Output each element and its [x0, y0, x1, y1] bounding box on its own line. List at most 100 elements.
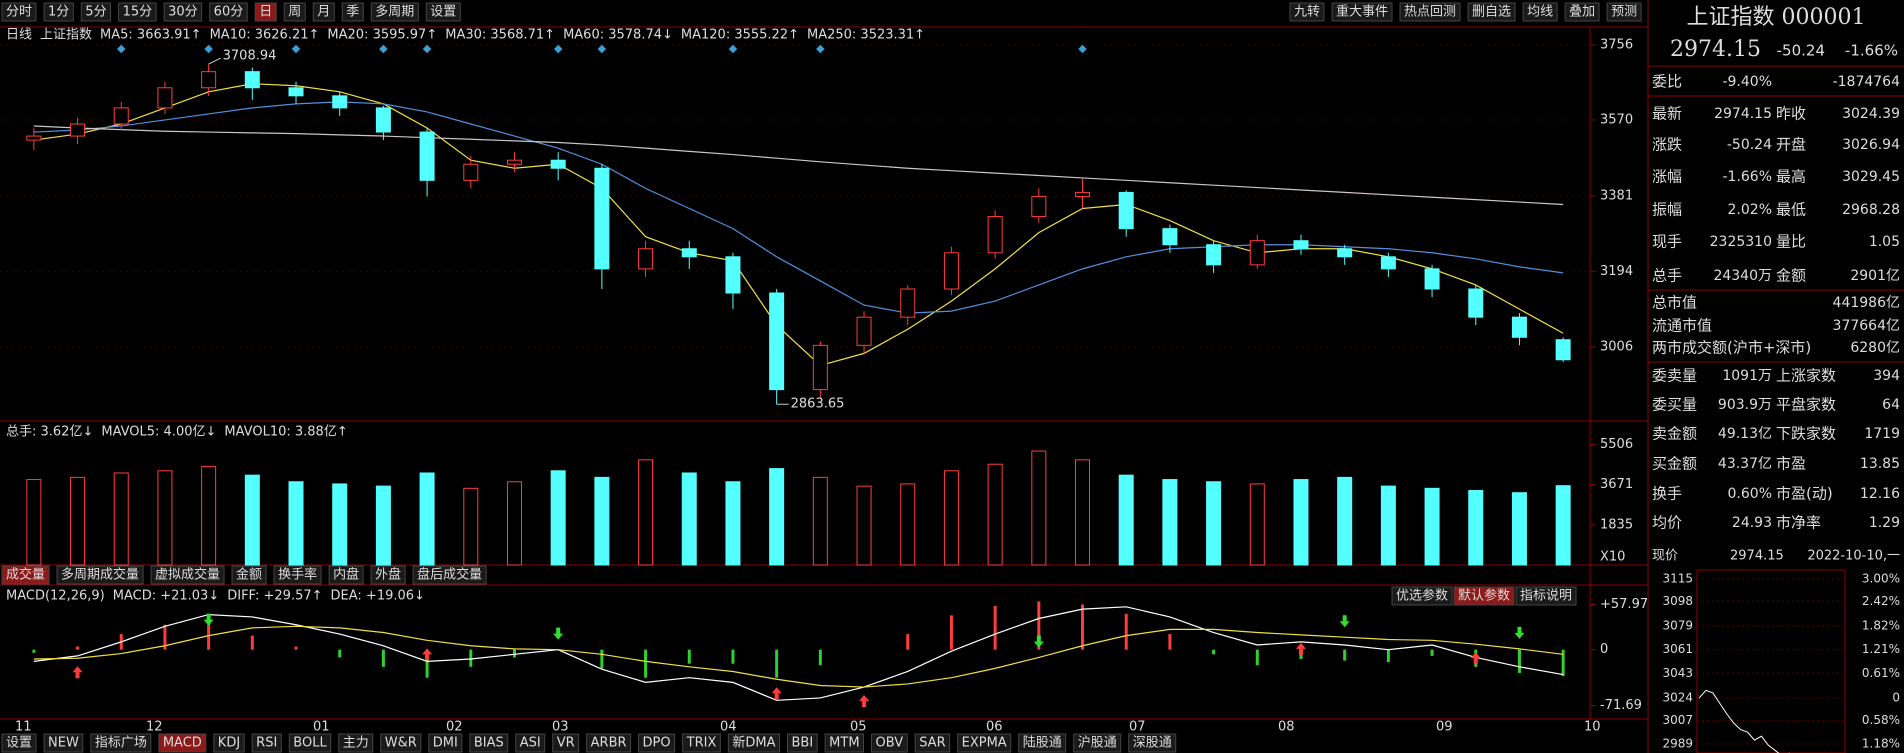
- indicator-tab[interactable]: BOLL: [293, 736, 327, 751]
- indicator-tab-bg[interactable]: [586, 733, 632, 753]
- tab-bg[interactable]: [370, 565, 406, 585]
- tab-bg[interactable]: [328, 565, 364, 585]
- indicator-tab[interactable]: SAR: [919, 736, 945, 751]
- indicator-tab-bg[interactable]: [638, 733, 676, 753]
- indicator-tab[interactable]: DPO: [643, 736, 671, 751]
- toolbar-button-bg[interactable]: [1522, 2, 1558, 22]
- indicator-tab[interactable]: 深股通: [1133, 736, 1172, 751]
- toolbar-button[interactable]: 多周期: [375, 4, 414, 20]
- tab-bg[interactable]: [231, 565, 267, 585]
- toolbar-button[interactable]: 均线: [1527, 5, 1553, 20]
- indicator-tab[interactable]: KDJ: [218, 736, 240, 751]
- indicator-tab-bg[interactable]: [1018, 733, 1067, 753]
- tab-bg[interactable]: [273, 565, 322, 585]
- indicator-button[interactable]: 优选参数: [1396, 588, 1448, 604]
- toolbar-button-bg[interactable]: [209, 2, 248, 22]
- toolbar-button-bg[interactable]: [312, 2, 335, 22]
- indicator-tab-bg[interactable]: [158, 733, 207, 753]
- indicator-tab-bg[interactable]: [43, 733, 84, 753]
- indicator-tab-bg[interactable]: [213, 733, 245, 753]
- indicator-tab-bg[interactable]: [552, 733, 580, 753]
- tab-bg[interactable]: [150, 565, 225, 585]
- tab[interactable]: 外盘: [375, 567, 401, 583]
- toolbar-button-bg[interactable]: [163, 2, 203, 22]
- indicator-tab-bg[interactable]: [428, 733, 463, 753]
- toolbar-button[interactable]: 预测: [1611, 5, 1637, 20]
- indicator-button-bg[interactable]: [1391, 586, 1453, 606]
- tab[interactable]: 换手率: [278, 567, 317, 583]
- toolbar-button-bg[interactable]: [1399, 2, 1461, 22]
- toolbar-button-bg[interactable]: [1331, 2, 1393, 22]
- indicator-tab-bg[interactable]: [251, 733, 282, 753]
- toolbar-button[interactable]: 60分: [214, 5, 244, 20]
- toolbar-button[interactable]: 热点回测: [1404, 5, 1456, 20]
- indicator-tab-bg[interactable]: [1, 733, 37, 753]
- indicator-tab[interactable]: 新DMA: [732, 735, 775, 751]
- indicator-tab[interactable]: ARBR: [591, 736, 627, 751]
- indicator-tab-bg[interactable]: [727, 733, 780, 753]
- toolbar-button[interactable]: 季: [346, 5, 359, 20]
- indicator-tab[interactable]: 指标广场: [95, 736, 147, 751]
- indicator-tab[interactable]: ASI: [520, 736, 541, 751]
- indicator-button[interactable]: 指标说明: [1520, 589, 1572, 604]
- toolbar-button-bg[interactable]: [254, 2, 277, 22]
- tab[interactable]: 内盘: [333, 567, 359, 583]
- indicator-tab-bg[interactable]: [957, 733, 1012, 753]
- indicator-tab-bg[interactable]: [515, 733, 546, 753]
- toolbar-button-bg[interactable]: [1606, 2, 1642, 22]
- indicator-tab-bg[interactable]: [338, 733, 374, 753]
- toolbar-button-bg[interactable]: [283, 2, 306, 22]
- toolbar-button-bg[interactable]: [43, 2, 74, 22]
- indicator-tab[interactable]: BBI: [791, 736, 813, 751]
- indicator-tab[interactable]: W&R: [385, 736, 417, 751]
- toolbar-button[interactable]: 九转: [1294, 5, 1320, 20]
- indicator-tab[interactable]: OBV: [876, 736, 904, 751]
- indicator-tab-bg[interactable]: [682, 733, 721, 753]
- indicator-tab[interactable]: MTM: [829, 736, 859, 751]
- toolbar-button-bg[interactable]: [1564, 2, 1600, 22]
- indicator-tab[interactable]: VR: [557, 736, 575, 751]
- toolbar-button-bg[interactable]: [370, 2, 419, 22]
- tab[interactable]: 盘后成交量: [417, 567, 482, 583]
- toolbar-button[interactable]: 设置: [430, 5, 456, 20]
- indicator-tab[interactable]: 陆股通: [1023, 735, 1062, 751]
- toolbar-button-bg[interactable]: [1467, 2, 1516, 22]
- indicator-tab[interactable]: EXPMA: [962, 736, 1007, 751]
- toolbar-button[interactable]: 周: [288, 5, 301, 20]
- indicator-tab-bg[interactable]: [824, 733, 865, 753]
- indicator-tab-bg[interactable]: [914, 733, 951, 753]
- indicator-button-bg[interactable]: [1453, 586, 1515, 606]
- toolbar-button[interactable]: 删自选: [1472, 5, 1511, 20]
- tab[interactable]: 虚拟成交量: [155, 567, 220, 583]
- indicator-tab-bg[interactable]: [871, 733, 908, 753]
- toolbar-button-bg[interactable]: [1289, 2, 1325, 22]
- indicator-tab[interactable]: TRIX: [686, 736, 717, 751]
- indicator-tab[interactable]: DMI: [433, 736, 458, 751]
- indicator-tab-bg[interactable]: [786, 733, 818, 753]
- toolbar-button-bg[interactable]: [118, 2, 157, 22]
- toolbar-button[interactable]: 1分: [48, 5, 69, 20]
- toolbar-button[interactable]: 重大事件: [1336, 4, 1388, 20]
- indicator-tab[interactable]: RSI: [256, 736, 277, 751]
- indicator-tab-bg[interactable]: [469, 733, 509, 753]
- toolbar-button[interactable]: 日: [259, 5, 272, 20]
- toolbar-button[interactable]: 叠加: [1569, 5, 1595, 20]
- toolbar-button[interactable]: 5分: [85, 5, 106, 20]
- toolbar-button[interactable]: 月: [317, 5, 330, 20]
- tab-bg[interactable]: [412, 565, 487, 585]
- tab[interactable]: 金额: [236, 567, 262, 583]
- tab-bg[interactable]: [1, 565, 50, 585]
- toolbar-button[interactable]: 分时: [6, 5, 32, 20]
- toolbar-button-bg[interactable]: [80, 2, 112, 22]
- toolbar-button-bg[interactable]: [341, 2, 364, 22]
- indicator-tab[interactable]: 沪股通: [1078, 735, 1117, 751]
- indicator-tab-bg[interactable]: [1128, 733, 1177, 753]
- indicator-button-bg[interactable]: [1515, 586, 1577, 606]
- toolbar-button-bg[interactable]: [1, 2, 37, 22]
- toolbar-button[interactable]: 30分: [168, 5, 198, 20]
- indicator-tab[interactable]: 设置: [6, 736, 32, 751]
- indicator-tab[interactable]: MACD: [163, 736, 202, 751]
- toolbar-button[interactable]: 15分: [123, 5, 153, 20]
- indicator-tab[interactable]: 主力: [343, 736, 369, 751]
- tab-bg[interactable]: [56, 565, 144, 585]
